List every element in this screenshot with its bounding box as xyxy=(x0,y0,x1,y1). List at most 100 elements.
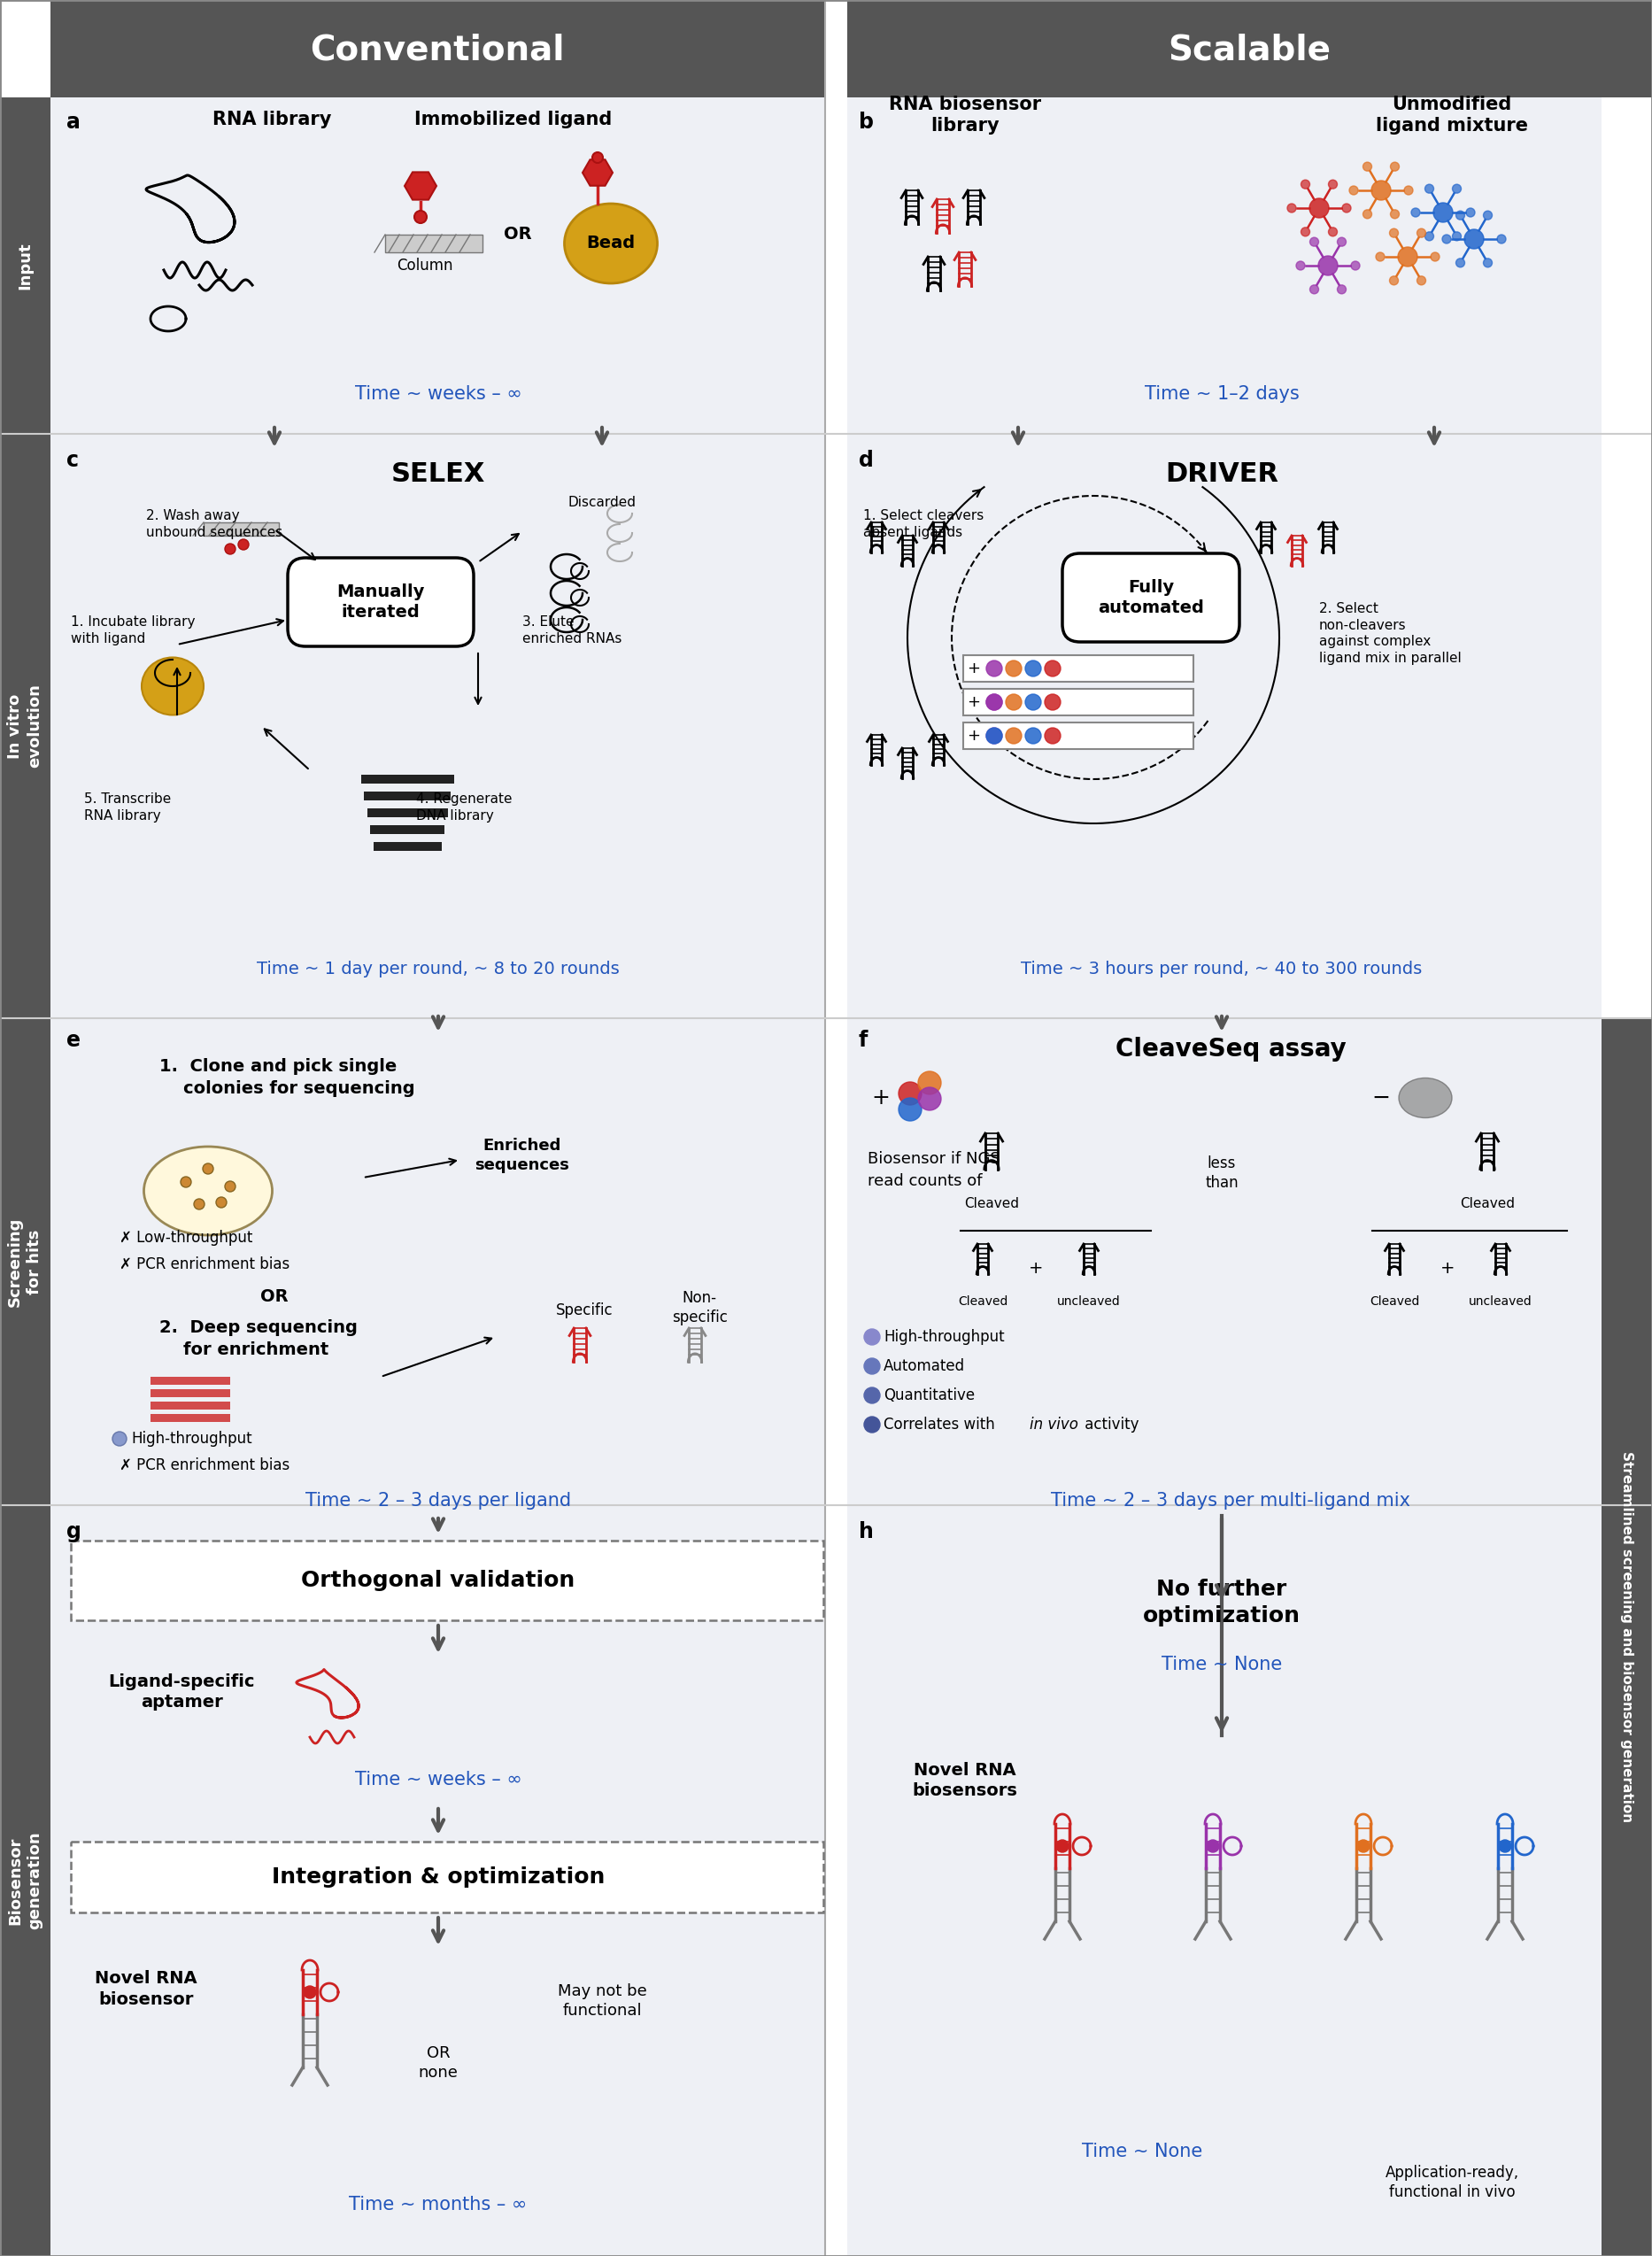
Text: Time ~ None: Time ~ None xyxy=(1082,2143,1203,2161)
Circle shape xyxy=(1302,228,1310,237)
Circle shape xyxy=(1350,185,1358,194)
Circle shape xyxy=(1351,262,1360,271)
Bar xyxy=(963,722,1193,749)
FancyBboxPatch shape xyxy=(287,557,474,645)
Circle shape xyxy=(1455,210,1465,219)
Circle shape xyxy=(1426,232,1434,241)
Ellipse shape xyxy=(565,203,657,284)
Bar xyxy=(367,808,448,817)
Circle shape xyxy=(1391,210,1399,219)
Circle shape xyxy=(864,1417,881,1433)
Circle shape xyxy=(216,1198,226,1207)
Text: Scalable: Scalable xyxy=(1168,34,1330,68)
Polygon shape xyxy=(583,160,613,185)
Circle shape xyxy=(1389,275,1398,284)
Circle shape xyxy=(1310,237,1318,246)
Circle shape xyxy=(1452,232,1462,241)
Text: h: h xyxy=(859,1521,874,1543)
Bar xyxy=(203,523,279,535)
Circle shape xyxy=(899,1083,922,1105)
Circle shape xyxy=(415,210,426,223)
Circle shape xyxy=(1452,185,1462,194)
Circle shape xyxy=(1426,185,1434,194)
Circle shape xyxy=(1389,228,1398,237)
Text: May not be
functional: May not be functional xyxy=(557,1983,646,2019)
Circle shape xyxy=(593,153,603,162)
Circle shape xyxy=(1287,203,1297,212)
Bar xyxy=(0,97,51,433)
Circle shape xyxy=(1026,661,1041,677)
Text: Bead: Bead xyxy=(586,235,636,253)
Circle shape xyxy=(1417,228,1426,237)
Text: SELEX: SELEX xyxy=(392,460,486,487)
Text: +: + xyxy=(1029,1259,1042,1277)
Text: 5. Transcribe
RNA library: 5. Transcribe RNA library xyxy=(84,792,172,821)
Text: Specific: Specific xyxy=(555,1302,613,1318)
Circle shape xyxy=(1044,695,1061,711)
Text: 4. Regenerate
DNA library: 4. Regenerate DNA library xyxy=(416,792,512,821)
Text: OR: OR xyxy=(504,226,532,244)
Text: Column: Column xyxy=(396,257,453,273)
Circle shape xyxy=(864,1387,881,1403)
Text: High-throughput: High-throughput xyxy=(131,1430,253,1446)
Text: Enriched
sequences: Enriched sequences xyxy=(476,1137,570,1173)
Ellipse shape xyxy=(142,656,203,715)
Text: uncleaved: uncleaved xyxy=(1469,1295,1533,1308)
Circle shape xyxy=(1336,237,1346,246)
Circle shape xyxy=(864,1329,881,1345)
Bar xyxy=(150,1390,230,1396)
Circle shape xyxy=(1498,1841,1512,1852)
Text: RNA library: RNA library xyxy=(213,111,332,129)
Text: Automated: Automated xyxy=(884,1358,965,1374)
Text: Time ~ 2 – 3 days per multi-ligand mix: Time ~ 2 – 3 days per multi-ligand mix xyxy=(1051,1491,1411,1509)
Bar xyxy=(847,1017,1601,1505)
Text: c: c xyxy=(66,449,79,472)
Circle shape xyxy=(986,695,1003,711)
Bar xyxy=(51,0,824,97)
Circle shape xyxy=(1363,162,1371,171)
Circle shape xyxy=(203,1164,213,1173)
Text: Cleaved: Cleaved xyxy=(1370,1295,1419,1308)
Text: Novel RNA
biosensors: Novel RNA biosensors xyxy=(912,1762,1018,1800)
Bar xyxy=(51,1017,824,1505)
Polygon shape xyxy=(405,171,436,201)
Circle shape xyxy=(1026,695,1041,711)
Bar xyxy=(51,433,824,1017)
Bar xyxy=(847,433,1601,1017)
Text: −: − xyxy=(1371,1087,1391,1108)
Circle shape xyxy=(1341,203,1351,212)
Bar xyxy=(150,1401,230,1410)
Circle shape xyxy=(1391,162,1399,171)
Text: No further
optimization: No further optimization xyxy=(1143,1579,1300,1627)
Circle shape xyxy=(1044,661,1061,677)
Circle shape xyxy=(986,729,1003,744)
Bar xyxy=(963,654,1193,681)
Text: uncleaved: uncleaved xyxy=(1057,1295,1120,1308)
Text: Streamlined screening and biosensor generation: Streamlined screening and biosensor gene… xyxy=(1619,1451,1632,1823)
Circle shape xyxy=(1497,235,1507,244)
Text: Cleaved: Cleaved xyxy=(958,1295,1008,1308)
Text: +: + xyxy=(872,1087,890,1108)
Text: +: + xyxy=(966,695,981,711)
Text: RNA biosensor
library: RNA biosensor library xyxy=(889,95,1041,135)
Circle shape xyxy=(1404,185,1412,194)
Text: 1. Incubate library
with ligand: 1. Incubate library with ligand xyxy=(71,616,195,645)
Text: d: d xyxy=(859,449,874,472)
Text: Immobilized ligand: Immobilized ligand xyxy=(415,111,613,129)
Text: Input: Input xyxy=(17,241,33,289)
Text: Time ~ months – ∞: Time ~ months – ∞ xyxy=(349,2195,527,2213)
Text: Manually
iterated: Manually iterated xyxy=(337,584,425,620)
Text: activity: activity xyxy=(1080,1417,1138,1433)
Text: Conventional: Conventional xyxy=(311,34,565,68)
Circle shape xyxy=(1056,1841,1069,1852)
Text: g: g xyxy=(66,1521,81,1543)
Ellipse shape xyxy=(1399,1078,1452,1117)
Circle shape xyxy=(304,1985,316,1999)
Text: 3. Elute
enriched RNAs: 3. Elute enriched RNAs xyxy=(522,616,621,645)
Circle shape xyxy=(1465,208,1475,217)
Text: Non-
specific: Non- specific xyxy=(672,1290,727,1327)
Bar xyxy=(363,792,451,801)
Circle shape xyxy=(1297,262,1305,271)
Circle shape xyxy=(1398,246,1417,266)
Text: ✗ PCR enrichment bias: ✗ PCR enrichment bias xyxy=(119,1457,289,1473)
